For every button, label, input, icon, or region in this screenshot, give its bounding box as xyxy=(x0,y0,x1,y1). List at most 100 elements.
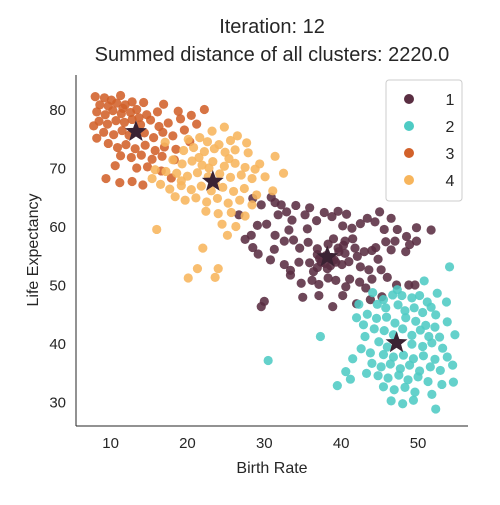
scatter-point-cluster-2 xyxy=(431,310,441,320)
centroid-star-cluster-1 xyxy=(316,245,339,267)
scatter-point-cluster-3 xyxy=(173,106,183,116)
scatter-point-cluster-4 xyxy=(152,224,162,235)
scatter-point-cluster-1 xyxy=(305,203,315,213)
scatter-point-cluster-2 xyxy=(378,382,389,392)
scatter-point-cluster-2 xyxy=(407,330,417,340)
x-tick-label: 40 xyxy=(333,435,350,452)
y-tick-label: 30 xyxy=(49,395,66,412)
scatter-point-cluster-4 xyxy=(217,219,227,229)
scatter-point-cluster-1 xyxy=(276,200,286,210)
legend-label-cluster-4: 4 xyxy=(446,173,455,190)
scatter-point-cluster-4 xyxy=(195,133,205,143)
scatter-point-cluster-1 xyxy=(323,273,333,283)
y-tick-label: 60 xyxy=(49,219,66,236)
y-tick-label: 40 xyxy=(49,336,66,353)
scatter-point-cluster-4 xyxy=(213,209,223,219)
scatter-point-cluster-3 xyxy=(100,110,110,120)
scatter-point-cluster-4 xyxy=(242,138,252,148)
scatter-point-cluster-2 xyxy=(394,370,404,380)
scatter-point-cluster-3 xyxy=(175,114,186,124)
scatter-point-cluster-2 xyxy=(362,309,372,319)
scatter-point-cluster-1 xyxy=(300,210,310,220)
scatter-point-cluster-3 xyxy=(138,180,148,190)
scatter-point-cluster-3 xyxy=(163,118,173,128)
scatter-point-cluster-3 xyxy=(117,125,127,136)
scatter-point-cluster-2 xyxy=(409,303,419,313)
scatter-point-cluster-1 xyxy=(350,243,360,253)
scatter-point-cluster-4 xyxy=(268,186,278,196)
scatter-point-cluster-1 xyxy=(302,224,312,234)
scatter-point-cluster-1 xyxy=(296,278,306,288)
scatter-point-cluster-3 xyxy=(126,152,136,163)
scatter-point-cluster-2 xyxy=(361,368,372,378)
y-tick-labels: 30 40 50 60 70 80 xyxy=(49,102,66,412)
scatter-point-cluster-1 xyxy=(392,224,402,235)
scatter-point-cluster-2 xyxy=(438,343,448,353)
scatter-point-cluster-3 xyxy=(136,150,146,160)
scatter-point-cluster-4 xyxy=(147,173,157,184)
scatter-point-cluster-4 xyxy=(230,145,240,155)
scatter-point-cluster-4 xyxy=(239,183,249,194)
scatter-point-cluster-3 xyxy=(168,131,178,141)
legend-box xyxy=(385,79,463,202)
scatter-point-cluster-2 xyxy=(434,332,445,342)
scatter-point-cluster-2 xyxy=(263,355,273,366)
scatter-point-cluster-1 xyxy=(240,234,250,244)
scatter-point-cluster-1 xyxy=(303,237,313,247)
scatter-point-cluster-1 xyxy=(411,223,422,233)
scatter-point-cluster-2 xyxy=(371,313,382,323)
scatter-point-cluster-1 xyxy=(298,292,308,302)
y-tick-label: 70 xyxy=(49,161,66,178)
scatter-point-cluster-4 xyxy=(150,165,160,175)
scatter-point-cluster-1 xyxy=(361,283,371,293)
scatter-point-cluster-3 xyxy=(118,103,128,113)
scatter-point-cluster-2 xyxy=(413,372,423,382)
scatter-point-cluster-3 xyxy=(199,104,209,115)
scatter-point-cluster-2 xyxy=(400,382,410,392)
scatter-point-cluster-1 xyxy=(382,272,392,283)
scatter-point-cluster-1 xyxy=(273,210,283,220)
scatter-point-cluster-2 xyxy=(367,358,377,368)
scatter-point-cluster-1 xyxy=(262,219,272,229)
scatter-point-cluster-3 xyxy=(127,97,137,107)
scatter-point-cluster-2 xyxy=(381,303,391,313)
scatter-point-cluster-3 xyxy=(152,107,163,117)
scatter-point-cluster-4 xyxy=(186,185,196,195)
scatter-point-cluster-4 xyxy=(198,243,208,253)
scatter-point-cluster-4 xyxy=(223,198,233,208)
scatter-point-cluster-2 xyxy=(386,396,396,406)
scatter-point-cluster-1 xyxy=(312,262,322,273)
scatter-point-cluster-3 xyxy=(127,114,137,125)
scatter-point-cluster-4 xyxy=(213,264,223,274)
scatter-point-cluster-3 xyxy=(142,162,153,172)
scatter-point-cluster-1 xyxy=(279,236,289,246)
scatter-point-cluster-2 xyxy=(381,312,392,322)
scatter-point-cluster-1 xyxy=(367,245,377,256)
scatter-point-cluster-1 xyxy=(381,237,391,247)
scatter-point-cluster-3 xyxy=(171,144,181,154)
y-axis-label: Life Expectancy xyxy=(25,194,42,307)
scatter-point-cluster-2 xyxy=(430,322,440,332)
scatter-point-cluster-1 xyxy=(294,257,304,267)
scatter-point-cluster-4 xyxy=(247,200,257,210)
scatter-point-cluster-3 xyxy=(99,93,110,103)
scatter-point-cluster-1 xyxy=(344,257,354,267)
scatter-point-cluster-3 xyxy=(112,98,122,108)
scatter-point-cluster-1 xyxy=(365,295,375,305)
scatter-point-cluster-4 xyxy=(202,137,213,147)
scatter-point-cluster-2 xyxy=(315,331,326,342)
scatter-point-cluster-2 xyxy=(431,404,441,414)
scatter-point-cluster-4 xyxy=(155,179,166,189)
scatter-point-cluster-3 xyxy=(112,142,123,153)
scatter-point-cluster-3 xyxy=(121,140,131,150)
scatter-point-cluster-1 xyxy=(345,274,355,284)
scatter-point-cluster-4 xyxy=(170,192,180,202)
scatter-point-cluster-2 xyxy=(369,324,379,334)
scatter-point-cluster-4 xyxy=(278,168,289,178)
scatter-point-cluster-1 xyxy=(379,224,389,235)
scatter-point-cluster-2 xyxy=(425,362,435,372)
scatter-point-cluster-3 xyxy=(127,176,137,187)
scatter-point-cluster-1 xyxy=(312,250,322,260)
scatter-point-cluster-4 xyxy=(196,181,206,191)
scatter-point-cluster-2 xyxy=(448,360,458,370)
